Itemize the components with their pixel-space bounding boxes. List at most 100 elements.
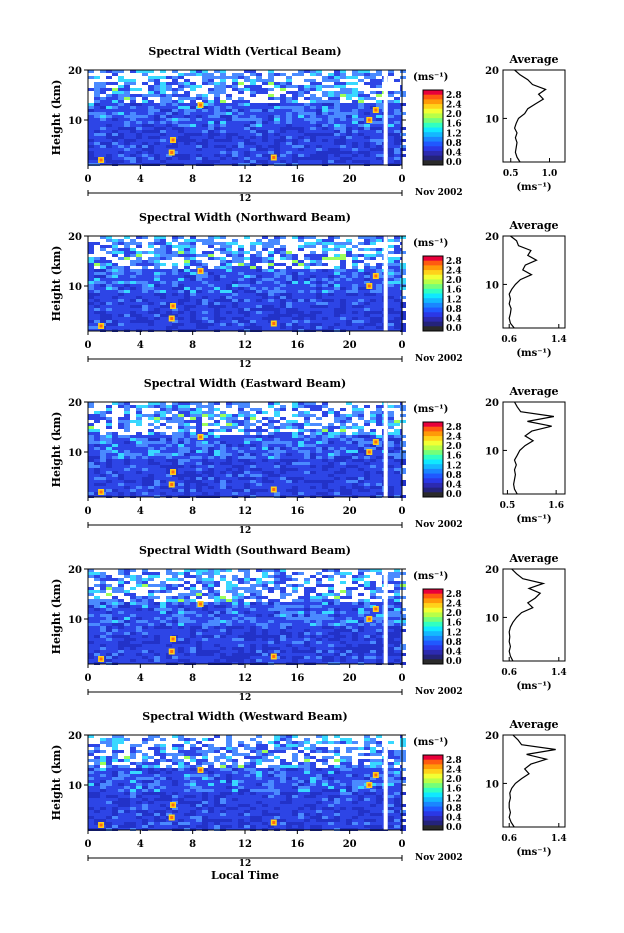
heatmap-hotspot-core [100, 491, 103, 494]
heatmap-cell [118, 151, 124, 154]
heatmap-cell [106, 480, 112, 483]
heatmap-cell [142, 76, 148, 79]
heatmap-cell [262, 263, 268, 266]
heatmap-cell [328, 750, 334, 753]
heatmap-hotspot-core [199, 270, 202, 273]
heatmap-cell [88, 750, 94, 753]
heatmap-cell [232, 656, 238, 659]
heatmap-cell [136, 281, 142, 284]
heatmap-cell [112, 741, 118, 744]
heatmap-cell [334, 254, 340, 257]
heatmap-cell [196, 82, 202, 85]
heatmap-cell [88, 653, 94, 656]
heatmap-cell [400, 444, 406, 447]
average-x-tick-label: 1.4 [551, 668, 567, 678]
heatmap-hotspot-core [199, 436, 202, 439]
colorbar-segment [423, 284, 443, 289]
heatmap-cell [280, 323, 286, 326]
heatmap-cell [364, 599, 370, 602]
heatmap-cell [370, 97, 376, 100]
heatmap-cell [226, 148, 232, 151]
heatmap-cell [370, 759, 376, 762]
heatmap-cell [394, 82, 400, 85]
heatmap-cell [190, 489, 196, 492]
heatmap-cell [232, 492, 238, 495]
heatmap-cell [88, 100, 94, 103]
heatmap-cell [346, 76, 352, 79]
heatmap-cell [352, 584, 358, 587]
heatmap-cell [364, 245, 370, 248]
heatmap-cell [238, 432, 244, 435]
heatmap-cell [352, 263, 358, 266]
heatmap-cell [334, 429, 340, 432]
heatmap-cell [364, 151, 370, 154]
heatmap-cell [286, 94, 292, 97]
heatmap-cell [280, 405, 286, 408]
colorbar-unit-label: (ms⁻¹) [413, 238, 448, 249]
heatmap-cell [346, 744, 352, 747]
colorbar-segment [423, 303, 443, 308]
heatmap-cell [280, 293, 286, 296]
heatmap-cell [178, 647, 184, 650]
heatmap-cell [106, 320, 112, 323]
heatmap-cell [400, 644, 406, 647]
heatmap-cell [178, 762, 184, 765]
heatmap-cell [142, 602, 148, 605]
colorbar-segment [423, 474, 443, 479]
heatmap-cell [376, 629, 382, 632]
heatmap-cell [112, 269, 118, 272]
heatmap-cell [148, 486, 154, 489]
heatmap-cell [286, 777, 292, 780]
heatmap-cell [376, 145, 382, 148]
heatmap-cell [310, 417, 316, 420]
heatmap-cell [310, 79, 316, 82]
heatmap-cell [334, 311, 340, 314]
heatmap-cell [310, 314, 316, 317]
heatmap-cell [274, 759, 280, 762]
heatmap-cell [184, 438, 190, 441]
heatmap-cell [166, 157, 172, 160]
heatmap-cell [394, 432, 400, 435]
heatmap-cell [100, 453, 106, 456]
heatmap-cell [214, 626, 220, 629]
heatmap-cell [214, 73, 220, 76]
heatmap-cell [94, 759, 100, 762]
y-tick-label: 10 [68, 282, 82, 293]
heatmap-cell [88, 151, 94, 154]
heatmap-cell [244, 423, 250, 426]
heatmap-cell [208, 572, 214, 575]
heatmap-cell [94, 596, 100, 599]
heatmap-cell [352, 257, 358, 260]
heatmap-cell [184, 756, 190, 759]
heatmap-cell [274, 641, 280, 644]
heatmap-cell [226, 73, 232, 76]
heatmap-cell [154, 94, 160, 97]
heatmap-cell [178, 242, 184, 245]
heatmap-cell [274, 774, 280, 777]
heatmap-cell [196, 647, 202, 650]
heatmap-cell [172, 426, 178, 429]
heatmap-cell [112, 118, 118, 121]
heatmap-cell [286, 423, 292, 426]
heatmap-cell [244, 154, 250, 157]
heatmap-cell [178, 575, 184, 578]
heatmap-cell [202, 323, 208, 326]
heatmap-cell [238, 320, 244, 323]
heatmap-cell [400, 272, 406, 275]
heatmap-cell [292, 278, 298, 281]
heatmap-cell [118, 626, 124, 629]
heatmap-cell [238, 272, 244, 275]
heatmap-cell [304, 320, 310, 323]
heatmap-cell [352, 411, 358, 414]
heatmap-cell [400, 480, 406, 483]
heatmap-cell [352, 620, 358, 623]
heatmap-cell [232, 245, 238, 248]
heatmap-cell [154, 602, 160, 605]
heatmap-cell [244, 738, 250, 741]
heatmap-cell [160, 103, 166, 106]
heatmap-cell [388, 453, 394, 456]
heatmap-cell [286, 614, 292, 617]
heatmap-hotspot-core [172, 471, 175, 474]
heatmap-cell [256, 575, 262, 578]
heatmap-cell [100, 115, 106, 118]
